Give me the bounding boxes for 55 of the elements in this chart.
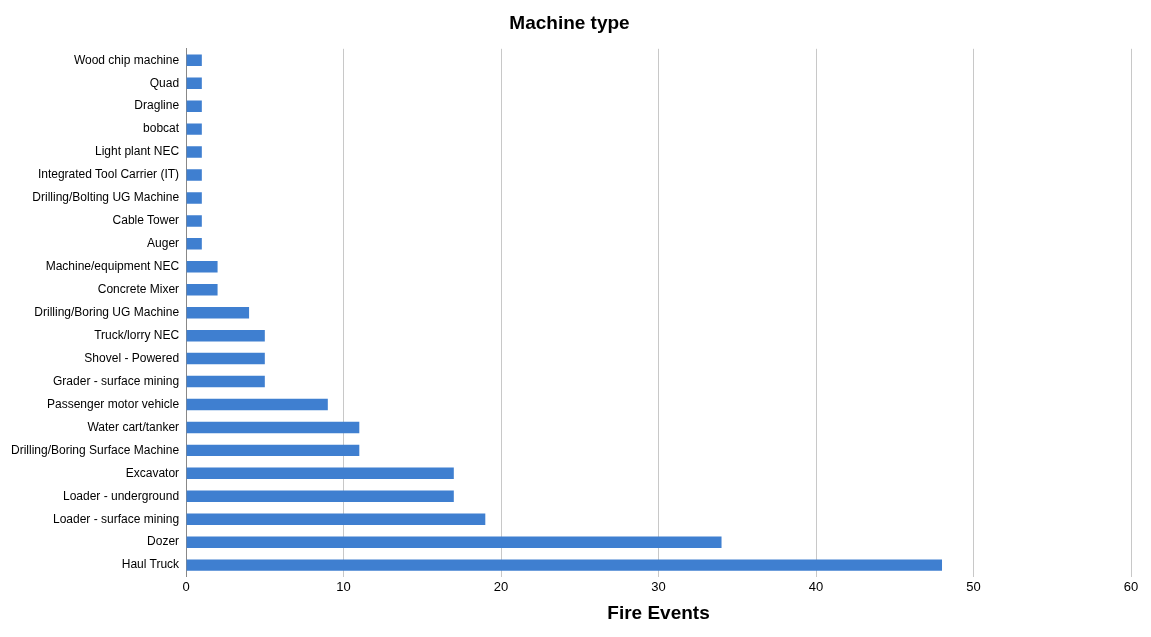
bar — [186, 261, 218, 273]
bar — [186, 490, 454, 503]
y-tick-label: Dozer — [147, 534, 180, 549]
y-tick-label: bobcat — [143, 121, 180, 136]
y-tick-label: Drilling/Bolting UG Machine — [32, 190, 180, 205]
y-tick-label: Integrated Tool Carrier (IT) — [37, 167, 180, 182]
y-tick-label: Grader - surface mining — [53, 373, 180, 388]
x-tick-label: 50 — [966, 578, 981, 594]
x-tick-label: 20 — [493, 578, 509, 594]
y-tick-label: Drilling/Boring UG Machine — [34, 305, 180, 320]
y-tick-label: Excavator — [125, 465, 180, 480]
bar — [186, 284, 218, 296]
y-tick-label: Dragline — [134, 98, 180, 113]
bar — [186, 352, 265, 365]
y-tick-label: Loader - surface mining — [53, 511, 180, 526]
y-tick-label: Haul Truck — [121, 557, 181, 572]
bar — [186, 559, 943, 571]
bar — [186, 398, 328, 411]
bar — [186, 238, 202, 250]
y-tick-label: Loader - underground — [62, 488, 180, 503]
y-tick-label: Machine/equipment NEC — [45, 259, 180, 274]
bar — [186, 100, 202, 112]
bar — [186, 192, 202, 204]
x-tick-label: 40 — [808, 578, 824, 594]
bar — [186, 54, 202, 67]
bar — [186, 467, 454, 480]
y-tick-label: Light plant NEC — [95, 144, 180, 159]
y-tick-label: Quad — [149, 75, 180, 90]
bar — [186, 169, 202, 181]
bar — [186, 306, 250, 319]
y-tick-label: Truck/lorry NEC — [94, 327, 180, 342]
bar — [186, 536, 722, 548]
x-axis-title: Fire Events — [607, 601, 710, 623]
bar — [186, 123, 202, 135]
y-tick-label: Auger — [147, 236, 180, 251]
x-tick-label: 10 — [336, 578, 351, 594]
bar — [186, 375, 265, 388]
y-tick-label: Passenger motor vehicle — [47, 396, 180, 411]
y-tick-label: Concrete Mixer — [97, 282, 180, 297]
y-tick-label: Water cart/tanker — [87, 419, 180, 434]
y-tick-label: Cable Tower — [112, 213, 180, 228]
x-tick-label: 60 — [1123, 578, 1139, 594]
x-tick-label: 30 — [651, 578, 666, 594]
bar — [186, 444, 360, 457]
bar — [186, 421, 360, 434]
bar — [186, 146, 202, 158]
chart-title: Machine type — [509, 11, 630, 33]
bar — [186, 215, 202, 227]
y-tick-label: Drilling/Boring Surface Machine — [11, 442, 180, 457]
y-tick-label: Shovel - Powered — [84, 350, 180, 365]
y-tick-label: Wood chip machine — [73, 52, 180, 67]
bar — [186, 77, 202, 89]
bar — [186, 329, 265, 342]
x-tick-label: 0 — [182, 578, 190, 594]
bar — [186, 513, 486, 525]
